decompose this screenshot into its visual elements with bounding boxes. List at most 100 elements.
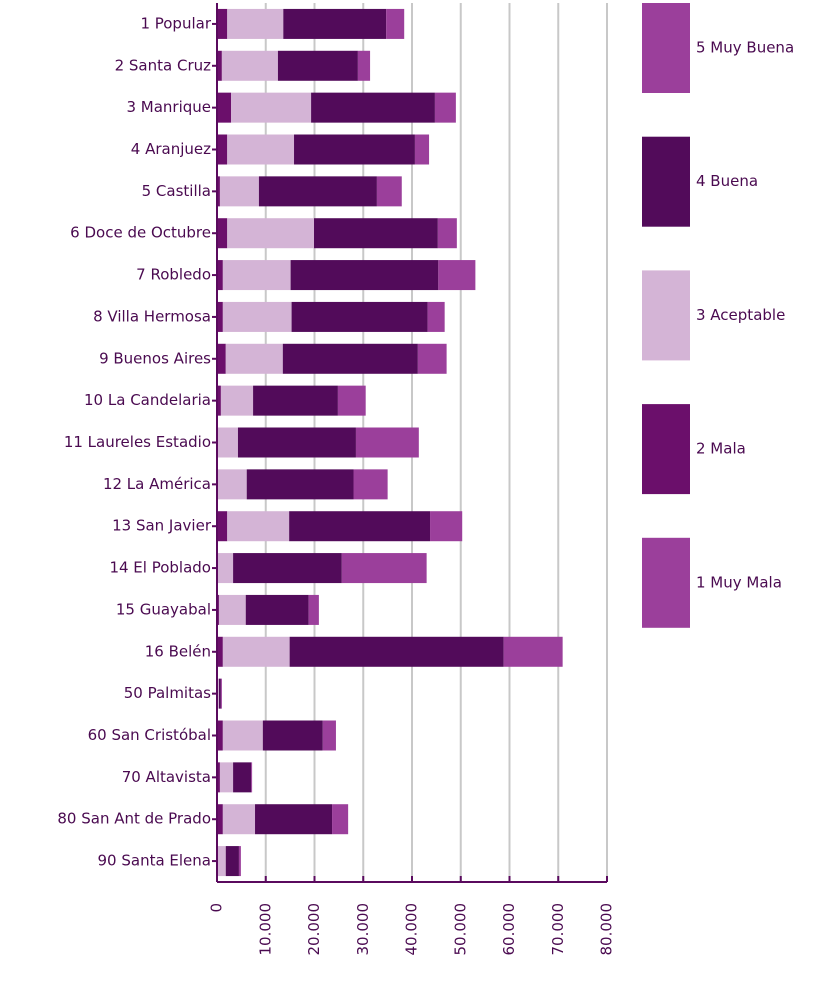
y-tick-label: 60 San Cristóbal	[88, 726, 211, 744]
bar-segment	[246, 595, 309, 625]
bar-segment	[438, 218, 457, 248]
x-tick-label: 30.000	[354, 903, 372, 956]
bar-segment	[314, 218, 438, 248]
bar-segment	[218, 218, 227, 248]
y-tick-label: 80 San Ant de Prado	[57, 810, 211, 828]
legend-label: 5 Muy Buena	[696, 39, 794, 57]
y-tick-label: 10 La Candelaria	[84, 391, 211, 409]
bar-segment	[227, 9, 283, 39]
bar-segment	[221, 386, 253, 416]
y-tick-label: 70 Altavista	[122, 768, 211, 786]
bar-segment	[218, 679, 219, 709]
bar-segment	[226, 846, 239, 876]
bar-segment	[259, 176, 377, 206]
bar-segment	[220, 176, 259, 206]
y-tick-label: 7 Robledo	[136, 266, 211, 284]
legend-swatch	[642, 3, 690, 93]
x-tick-label: 60.000	[500, 903, 518, 956]
bar-segment	[217, 804, 222, 834]
y-tick-label: 6 Doce de Octubre	[70, 224, 211, 242]
bar-segment	[217, 637, 222, 667]
bar-segment	[218, 135, 227, 165]
y-tick-label: 2 Santa Cruz	[115, 56, 212, 74]
bar-segment	[231, 93, 311, 123]
y-tick-label: 12 La América	[103, 475, 211, 493]
bar-segment	[223, 260, 291, 290]
bar-segment	[428, 302, 445, 332]
bar-segment	[219, 595, 246, 625]
y-tick-label: 11 Laureles Estadio	[64, 433, 211, 451]
y-tick-label: 9 Buenos Aires	[99, 349, 211, 367]
bar-segment	[226, 344, 283, 374]
legend-swatch	[642, 404, 690, 494]
bar-segment	[354, 469, 388, 499]
legend-label: 2 Mala	[696, 440, 746, 458]
bar-segment	[338, 386, 366, 416]
bar-segment	[311, 93, 435, 123]
bar-segment	[386, 9, 404, 39]
legend-label: 3 Aceptable	[696, 306, 785, 324]
bar-segment	[309, 595, 319, 625]
legend-swatch	[642, 538, 690, 628]
legend-swatch	[642, 270, 690, 360]
bar-segment	[255, 804, 332, 834]
bar-segment	[278, 51, 358, 81]
bar-segment	[218, 511, 227, 541]
bar-segment	[247, 469, 354, 499]
bar-segment	[415, 135, 429, 165]
bar-segment	[233, 762, 251, 792]
bar-segment	[223, 302, 292, 332]
y-tick-label: 16 Belén	[145, 642, 211, 660]
bar-segment	[217, 51, 221, 81]
bar-segment	[227, 511, 289, 541]
legend-swatch	[642, 137, 690, 227]
bar-segment	[223, 721, 263, 751]
x-tick-label: 20.000	[305, 903, 323, 956]
x-tick-label: 80.000	[598, 903, 616, 956]
bar-segment	[356, 428, 419, 458]
bar-segment	[221, 679, 222, 709]
y-tick-label: 50 Palmitas	[124, 684, 211, 702]
bar-segment	[227, 135, 294, 165]
bar-segment	[332, 804, 348, 834]
bar-segment	[251, 762, 252, 792]
bar-segment	[435, 93, 456, 123]
bar-segment	[438, 260, 475, 290]
x-tick-label: 10.000	[256, 903, 274, 956]
bar-segment	[217, 260, 222, 290]
bar-segment	[291, 260, 439, 290]
x-tick-label: 40.000	[403, 903, 421, 956]
bar-segment	[239, 846, 241, 876]
bar-segment	[294, 135, 415, 165]
bar-segment	[218, 846, 226, 876]
y-tick-label: 4 Aranjuez	[131, 140, 211, 158]
y-tick-label: 5 Castilla	[142, 182, 211, 200]
legend-label: 1 Muy Mala	[696, 573, 782, 591]
legend-label: 4 Buena	[696, 172, 758, 190]
bar-segment	[227, 218, 314, 248]
bar-segment	[504, 637, 563, 667]
bar-segment	[222, 51, 278, 81]
bar-segment	[218, 428, 238, 458]
x-tick-label: 0	[208, 903, 226, 913]
bar-segment	[377, 176, 402, 206]
bar-segment	[217, 721, 222, 751]
bar-segment	[218, 9, 227, 39]
bar-segment	[290, 637, 504, 667]
bar-segment	[233, 553, 342, 583]
bar-segment	[430, 511, 462, 541]
bar-segment	[223, 804, 255, 834]
bar-segment	[283, 9, 386, 39]
y-tick-label: 15 Guayabal	[116, 600, 211, 618]
bar-segment	[358, 51, 370, 81]
bar-segment	[238, 428, 356, 458]
x-tick-label: 50.000	[451, 903, 469, 956]
bar-segment	[292, 302, 428, 332]
bar-segment	[342, 553, 427, 583]
bar-segment	[218, 93, 231, 123]
bar-segment	[253, 386, 338, 416]
bar-segment	[217, 302, 222, 332]
y-tick-label: 8 Villa Hermosa	[93, 307, 211, 325]
y-tick-label: 14 El Poblado	[109, 559, 211, 577]
